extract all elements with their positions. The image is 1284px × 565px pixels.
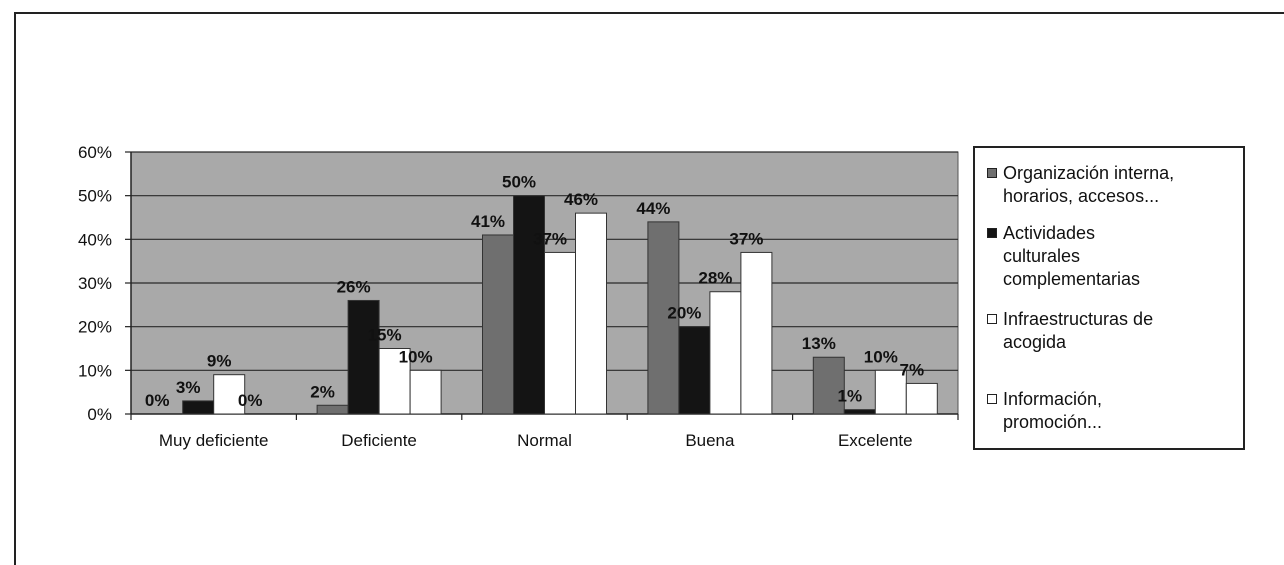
legend-item-informacion: Información, promoción... <box>987 388 1242 434</box>
legend: Organización interna, horarios, accesos.… <box>973 146 1245 450</box>
data-label: 46% <box>564 190 598 209</box>
x-axis: Muy deficiente Deficiente Normal Buena Excel… <box>130 413 959 450</box>
data-label: 10% <box>864 347 898 366</box>
y-tick-label: 10% <box>78 361 112 380</box>
data-labels: 0% 3% 9% 0% 2% 26% 15% 10% 41% 50% 37% 46% 44% 20% 28%… <box>145 173 924 410</box>
bar <box>482 234 514 415</box>
bar <box>905 382 938 415</box>
bar <box>647 221 680 415</box>
x-tick-label: Muy deficiente <box>159 431 269 450</box>
bar <box>544 251 576 415</box>
legend-swatch <box>987 314 997 324</box>
bar <box>347 299 380 415</box>
legend-label-line: acogida <box>1003 332 1067 352</box>
legend-label-line: promoción... <box>1003 412 1103 432</box>
data-label: 20% <box>667 304 701 323</box>
bar <box>740 251 773 415</box>
bar <box>409 369 442 415</box>
x-tick-label: Deficiente <box>341 431 417 450</box>
y-tick-label: 40% <box>78 230 112 249</box>
y-axis: 0% 10% 20% 30% 40% 50% 60% <box>78 143 132 424</box>
data-label: 50% <box>502 173 536 192</box>
data-label: 37% <box>729 229 763 248</box>
y-tick-label: 60% <box>78 143 112 162</box>
legend-label-line: Infraestructuras de <box>1003 309 1154 329</box>
legend-label-line: complementarias <box>1003 269 1141 289</box>
bar-chart: 0% 10% 20% 30% 40% 50% 60% Muy deficiente Defic… <box>78 143 959 450</box>
data-label: 15% <box>368 326 402 345</box>
data-label: 28% <box>698 269 732 288</box>
legend-label-line: horarios, accesos... <box>1003 186 1160 206</box>
x-tick-label: Buena <box>685 431 735 450</box>
bars <box>182 195 938 415</box>
bar <box>513 195 545 415</box>
bar <box>182 400 215 415</box>
data-label: 0% <box>238 391 263 410</box>
data-label: 41% <box>471 212 505 231</box>
bar <box>316 404 349 415</box>
x-tick-label: Normal <box>517 431 572 450</box>
bar <box>213 374 246 415</box>
y-tick-label: 0% <box>87 405 112 424</box>
y-tick-label: 20% <box>78 318 112 337</box>
bar <box>678 326 711 415</box>
bar <box>575 212 607 415</box>
data-label: 3% <box>176 378 201 397</box>
legend-item-actividades: Actividades culturales complementarias <box>987 222 1242 291</box>
legend-label-line: Organización interna, <box>1003 163 1175 183</box>
data-label: 26% <box>337 277 371 296</box>
legend-swatch <box>987 228 997 238</box>
legend-label-line: culturales <box>1003 246 1081 266</box>
data-label: 10% <box>399 347 433 366</box>
data-label: 2% <box>310 382 335 401</box>
data-label: 7% <box>900 360 925 379</box>
legend-item-infraestructuras: Infraestructuras de acogida <box>987 308 1242 354</box>
bar <box>378 348 411 415</box>
data-label: 13% <box>802 334 836 353</box>
data-label: 0% <box>145 391 170 410</box>
legend-label-line: Información, <box>1003 389 1103 409</box>
bar <box>709 291 742 415</box>
data-label: 37% <box>533 229 567 248</box>
chart-frame <box>14 12 1284 565</box>
legend-label-line: Actividades <box>1003 223 1096 243</box>
data-label: 44% <box>636 199 670 218</box>
data-label: 9% <box>207 352 232 371</box>
y-tick-label: 30% <box>78 274 112 293</box>
bar <box>812 356 845 415</box>
y-tick-label: 50% <box>78 187 112 206</box>
data-label: 1% <box>838 387 863 406</box>
bar <box>874 369 907 415</box>
legend-swatch <box>987 168 997 178</box>
legend-item-organizacion: Organización interna, horarios, accesos.… <box>987 162 1242 208</box>
x-tick-label: Excelente <box>838 431 913 450</box>
legend-swatch <box>987 394 997 404</box>
bar <box>843 409 876 415</box>
